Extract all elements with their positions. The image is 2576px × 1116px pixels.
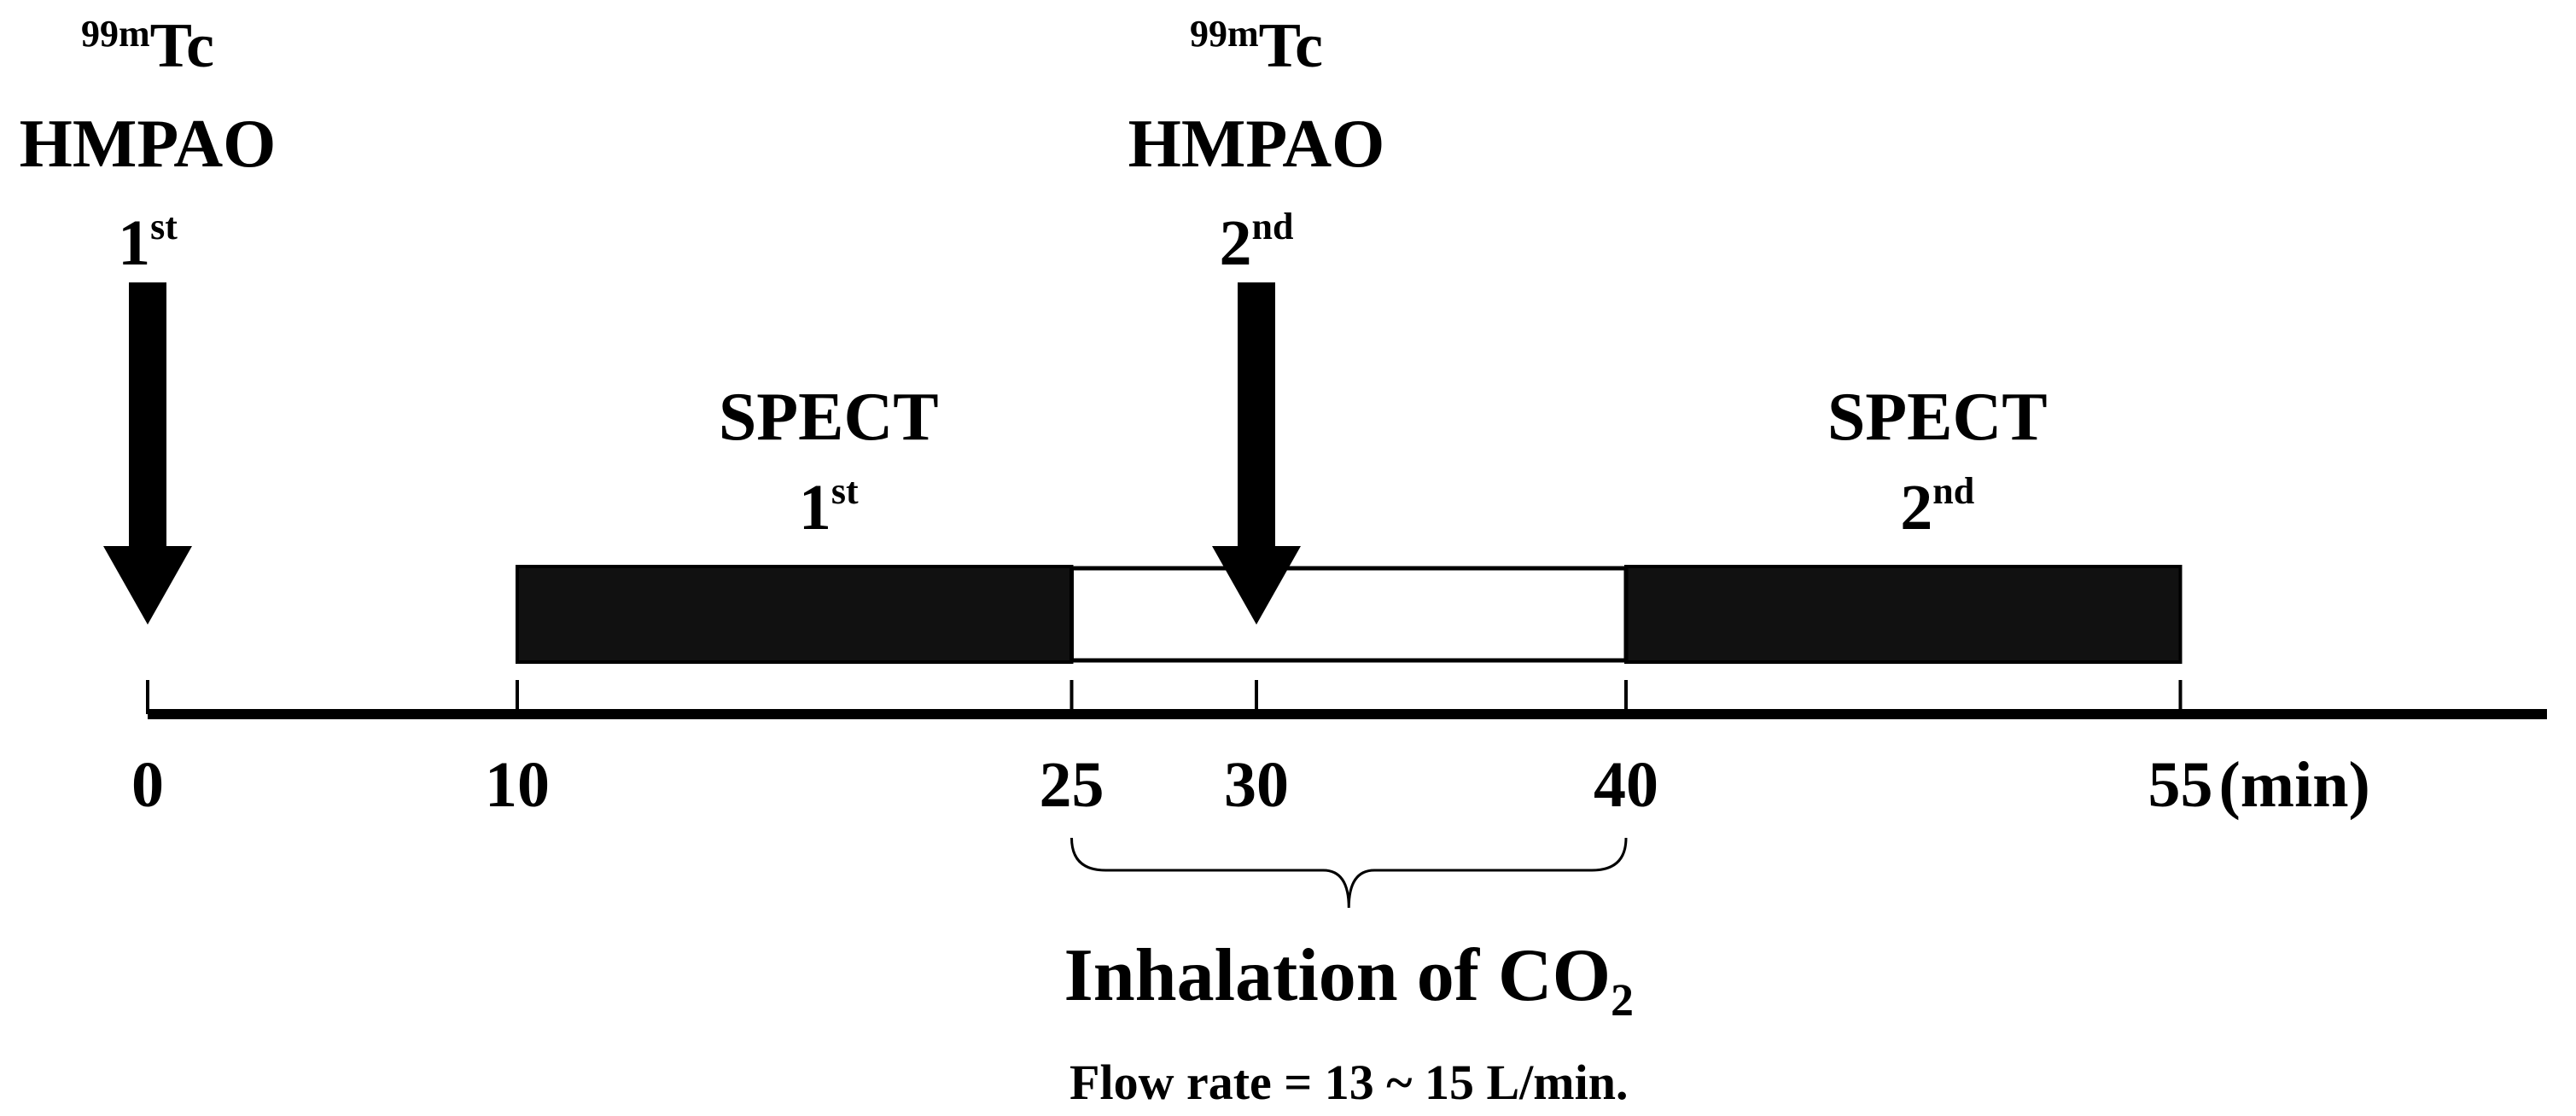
ordinal-suffix: nd <box>1252 206 1294 247</box>
scan-ordinal: 1st <box>799 470 859 543</box>
inhalation-label: Inhalation of CO2 <box>1064 934 1634 1026</box>
injection-agent: HMPAO <box>20 107 277 182</box>
tick-label: 10 <box>485 749 550 821</box>
flow-rate: Flow rate = 13 ~ 15 L/min. <box>1069 1055 1628 1110</box>
injection-ordinal: 2nd <box>1220 206 1294 279</box>
scan-ordinal: 2nd <box>1900 470 1974 543</box>
scan-label: SPECT <box>1827 380 2048 455</box>
injection-tracer: 99mTc <box>81 11 214 81</box>
time-axis <box>148 709 2547 719</box>
tick-label: 55 <box>2148 749 2213 821</box>
injection-arrow <box>1212 282 1301 625</box>
ordinal-suffix: st <box>831 470 859 512</box>
tracer: Tc <box>1259 11 1323 81</box>
injection-ordinal: 1st <box>118 206 178 279</box>
ordinal: 1 <box>118 207 150 279</box>
scan-bar <box>516 565 1074 664</box>
tick-label: 40 <box>1594 749 1658 821</box>
axis-unit: (min) <box>2219 749 2370 821</box>
inhalation-bar <box>1069 566 1629 663</box>
inhalation-brace <box>1070 837 1628 909</box>
tick-label: 0 <box>131 749 164 821</box>
inhalation-text: Inhalation of CO <box>1064 934 1611 1017</box>
isotope: 99m <box>1190 13 1259 55</box>
injection-agent: HMPAO <box>1128 107 1385 182</box>
injection-tracer: 99mTc <box>1190 11 1323 81</box>
scan-bar <box>1624 565 2183 664</box>
ordinal: 2 <box>1900 472 1932 543</box>
ordinal: 1 <box>799 472 831 543</box>
tick-label: 30 <box>1224 749 1289 821</box>
ordinal-suffix: nd <box>1932 470 1974 512</box>
tracer: Tc <box>150 11 214 81</box>
scan-label: SPECT <box>719 380 939 455</box>
inhalation-subscript: 2 <box>1611 974 1634 1026</box>
tick-label: 25 <box>1040 749 1104 821</box>
isotope: 99m <box>81 13 150 55</box>
injection-arrow <box>103 282 192 625</box>
ordinal: 2 <box>1220 207 1252 279</box>
ordinal-suffix: st <box>150 206 178 247</box>
